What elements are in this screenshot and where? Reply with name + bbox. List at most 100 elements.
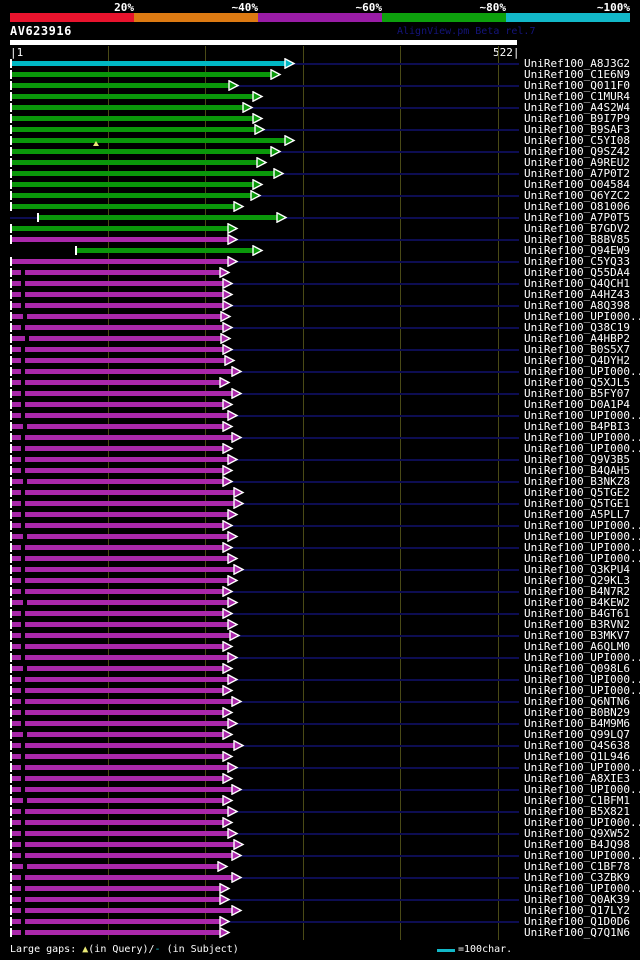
hit-label[interactable]: UniRef100_UPI000.. [524,816,640,829]
alignment-bar[interactable] [12,270,221,275]
alignment-bar[interactable] [12,446,224,451]
hit-label[interactable]: UniRef100_B4PBI3 [524,420,630,433]
hit-label[interactable]: UniRef100_Q5XJL5 [524,376,630,389]
hit-label[interactable]: UniRef100_C3ZBK9 [524,871,630,884]
alignment-bar[interactable] [12,391,233,396]
alignment-bar[interactable] [12,259,229,264]
alignment-bar[interactable] [12,699,233,704]
alignment-bar[interactable] [12,743,235,748]
hit-label[interactable]: UniRef100_B9I7P9 [524,112,630,125]
alignment-bar[interactable] [12,886,221,891]
hit-label[interactable]: UniRef100_C5YI08 [524,134,630,147]
hit-label[interactable]: UniRef100_Q17LY2 [524,904,630,917]
hit-label[interactable]: UniRef100_A8Q398 [524,299,630,312]
hit-label[interactable]: UniRef100_A9REU2 [524,156,630,169]
hit-label[interactable]: UniRef100_A4HBP2 [524,332,630,345]
hit-label[interactable]: UniRef100_Q3KPU4 [524,563,630,576]
hit-label[interactable]: UniRef100_UPI000.. [524,882,640,895]
alignment-bar[interactable] [12,545,224,550]
alignment-bar[interactable] [12,930,221,935]
alignment-bar[interactable] [12,292,224,297]
hit-label[interactable]: UniRef100_Q1D0D6 [524,915,630,928]
hit-label[interactable]: UniRef100_B8BV85 [524,233,630,246]
alignment-bar[interactable] [12,820,224,825]
hit-label[interactable]: UniRef100_Q6YZC2 [524,189,630,202]
alignment-bar[interactable] [12,534,229,539]
alignment-bar[interactable] [12,160,257,165]
alignment-bar[interactable] [12,61,285,66]
hit-label[interactable]: UniRef100_UPI000.. [524,552,640,565]
hit-label[interactable]: UniRef100_B9SAF3 [524,123,630,136]
hit-label[interactable]: UniRef100_B4M9M6 [524,717,630,730]
alignment-bar[interactable] [12,633,231,638]
hit-label[interactable]: UniRef100_Q5TGE1 [524,497,630,510]
alignment-bar[interactable] [12,798,224,803]
alignment-bar[interactable] [12,479,224,484]
hit-label[interactable]: UniRef100_Q4DYH2 [524,354,630,367]
hit-label[interactable]: UniRef100_UPI000.. [524,365,640,378]
hit-label[interactable]: UniRef100_UPI000.. [524,673,640,686]
hit-label[interactable]: UniRef100_Q29KL3 [524,574,630,587]
alignment-bar[interactable] [12,732,224,737]
alignment-bar[interactable] [12,347,224,352]
alignment-bar[interactable] [12,303,224,308]
hit-label[interactable]: UniRef100_B4QAH5 [524,464,630,477]
alignment-bar[interactable] [12,116,253,121]
alignment-bar[interactable] [12,171,275,176]
alignment-bar[interactable] [12,556,229,561]
hit-label[interactable]: UniRef100_UPI000.. [524,783,640,796]
alignment-bar[interactable] [12,611,224,616]
hit-label[interactable]: UniRef100_UPI000.. [524,530,640,543]
alignment-bar[interactable] [12,83,230,88]
hit-label[interactable]: UniRef100_A4HZ43 [524,288,630,301]
hit-label[interactable]: UniRef100_B0BN29 [524,706,630,719]
hit-label[interactable]: UniRef100_UPI000.. [524,431,640,444]
alignment-bar[interactable] [12,754,224,759]
hit-label[interactable]: UniRef100_Q9XW52 [524,827,630,840]
hit-label[interactable]: UniRef100_Q99LQ7 [524,728,630,741]
alignment-bar[interactable] [12,600,229,605]
alignment-bar[interactable] [12,413,229,418]
alignment-bar[interactable] [12,765,229,770]
alignment-bar[interactable] [12,666,224,671]
alignment-bar[interactable] [12,193,251,198]
alignment-bar[interactable] [12,380,221,385]
alignment-bar[interactable] [12,226,229,231]
alignment-bar[interactable] [12,787,233,792]
alignment-bar[interactable] [12,182,253,187]
hit-label[interactable]: UniRef100_A6QLM0 [524,640,630,653]
alignment-bar[interactable] [12,314,222,319]
alignment-bar[interactable] [12,567,235,572]
hit-label[interactable]: UniRef100_UPI000.. [524,541,640,554]
hit-label[interactable]: UniRef100_Q6NTN6 [524,695,630,708]
alignment-bar[interactable] [12,589,224,594]
alignment-bar[interactable] [12,369,233,374]
hit-label[interactable]: UniRef100_A8XIE3 [524,772,630,785]
hit-label[interactable]: UniRef100_UPI000.. [524,651,640,664]
alignment-bar[interactable] [39,215,277,220]
hit-label[interactable]: UniRef100_B4N7R2 [524,585,630,598]
hit-label[interactable]: UniRef100_A5PLL7 [524,508,630,521]
hit-label[interactable]: UniRef100_B4KEW2 [524,596,630,609]
hit-label[interactable]: UniRef100_Q38C19 [524,321,630,334]
hit-label[interactable]: UniRef100_Q5TGE2 [524,486,630,499]
hit-label[interactable]: UniRef100_Q011F0 [524,79,630,92]
hit-label[interactable]: UniRef100_B4JQ98 [524,838,630,851]
hit-label[interactable]: UniRef100_UPI000.. [524,310,640,323]
hit-label[interactable]: UniRef100_C1E6N9 [524,68,630,81]
alignment-bar[interactable] [12,127,255,132]
hit-label[interactable]: UniRef100_A8J3G2 [524,57,630,70]
alignment-bar[interactable] [12,644,224,649]
alignment-bar[interactable] [12,677,229,682]
hit-label[interactable]: UniRef100_B7GDV2 [524,222,630,235]
alignment-bar[interactable] [12,435,233,440]
alignment-bar[interactable] [12,424,224,429]
hit-label[interactable]: UniRef100_Q94EW9 [524,244,630,257]
hit-label[interactable]: UniRef100_Q9V3B5 [524,453,630,466]
hit-label[interactable]: UniRef100_B0S5X7 [524,343,630,356]
alignment-bar[interactable] [12,94,253,99]
hit-label[interactable]: UniRef100_Q1L946 [524,750,630,763]
hit-label[interactable]: UniRef100_A7P0T5 [524,211,630,224]
alignment-bar[interactable] [12,149,272,154]
hit-label[interactable]: UniRef100_UPI000.. [524,684,640,697]
